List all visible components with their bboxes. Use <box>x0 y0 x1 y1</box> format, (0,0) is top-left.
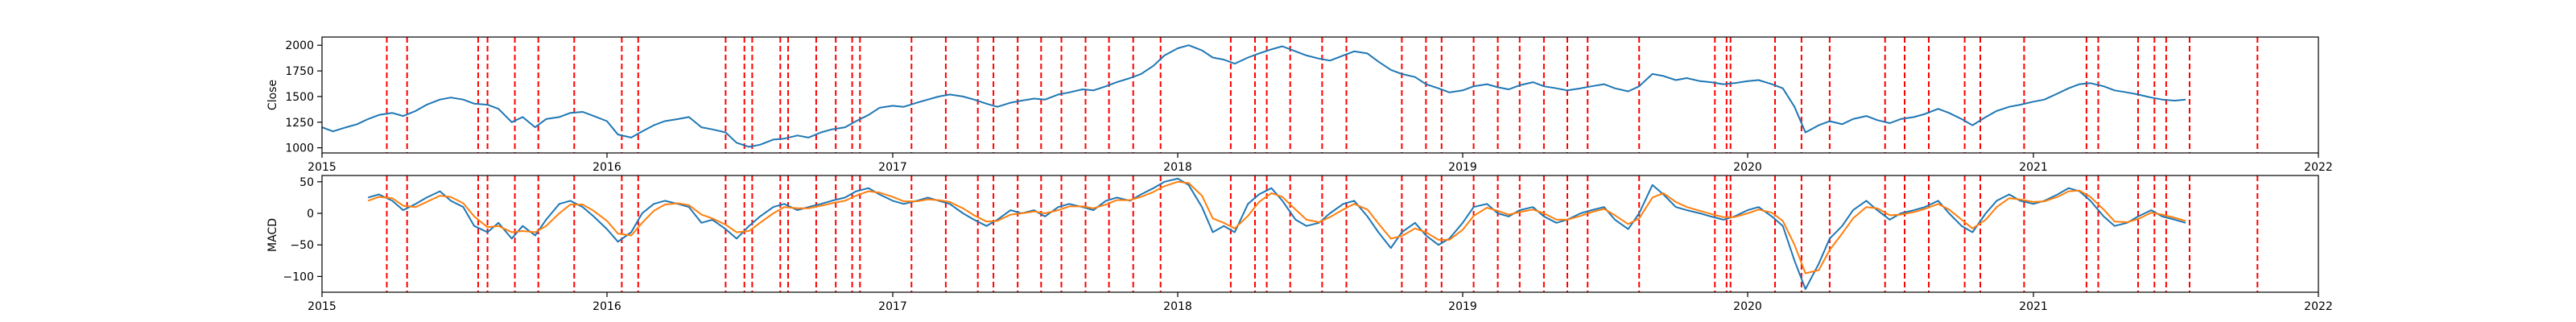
close-x-tick-label: 2016 <box>592 161 621 174</box>
macd-y-ticks: −100 −50 0 50 <box>283 176 322 283</box>
macd-axes-frame <box>321 175 2319 293</box>
close-x-tick-label: 2018 <box>1163 161 1192 174</box>
close-x-tick-label: 2021 <box>2019 161 2048 174</box>
macd-y-tick-label: −100 <box>283 270 314 283</box>
close-x-tick-label: 2022 <box>2304 161 2333 174</box>
macd-y-tick-label: −50 <box>290 239 314 252</box>
macd-x-ticks: 2015 2016 2017 2018 2019 2020 2021 2022 <box>308 292 2333 313</box>
close-y-ticks: 1000 1250 1500 1750 2000 <box>285 39 322 155</box>
close-axes-frame <box>321 36 2319 154</box>
macd-x-tick-label: 2018 <box>1163 300 1192 313</box>
close-x-tick-label: 2020 <box>1733 161 1762 174</box>
macd-x-tick-label: 2019 <box>1448 300 1477 313</box>
macd-series-lines <box>367 177 2186 291</box>
close-series-lines <box>321 44 2186 148</box>
close-x-tick-label: 2017 <box>878 161 907 174</box>
macd-x-tick-label: 2021 <box>2019 300 2048 313</box>
close-y-tick-label: 1500 <box>285 91 314 104</box>
close-y-tick-label: 1250 <box>285 117 314 130</box>
macd-x-tick-label: 2017 <box>878 300 907 313</box>
macd-x-tick-label: 2016 <box>592 300 621 313</box>
macd-y-tick-label: 0 <box>307 208 314 221</box>
macd-y-tick-label: 50 <box>299 176 314 189</box>
close-x-ticks: 2015 2016 2017 2018 2019 2020 2021 2022 <box>308 153 2333 174</box>
close-series-line-0 <box>321 44 2186 148</box>
close-y-tick-label: 1750 <box>285 65 314 78</box>
macd-series-line-1 <box>367 180 2186 275</box>
macd-x-tick-label: 2022 <box>2304 300 2333 313</box>
close-event-markers <box>386 37 2259 153</box>
macd-x-tick-label: 2015 <box>308 300 336 313</box>
close-x-tick-label: 2019 <box>1448 161 1477 174</box>
macd-x-tick-label: 2020 <box>1733 300 1762 313</box>
close-y-tick-label: 1000 <box>285 142 314 155</box>
close-y-tick-label: 2000 <box>285 39 314 52</box>
macd-y-axis-label: MACD <box>266 218 279 252</box>
close-y-axis-label: Close <box>266 80 279 110</box>
close-x-tick-label: 2015 <box>308 161 336 174</box>
